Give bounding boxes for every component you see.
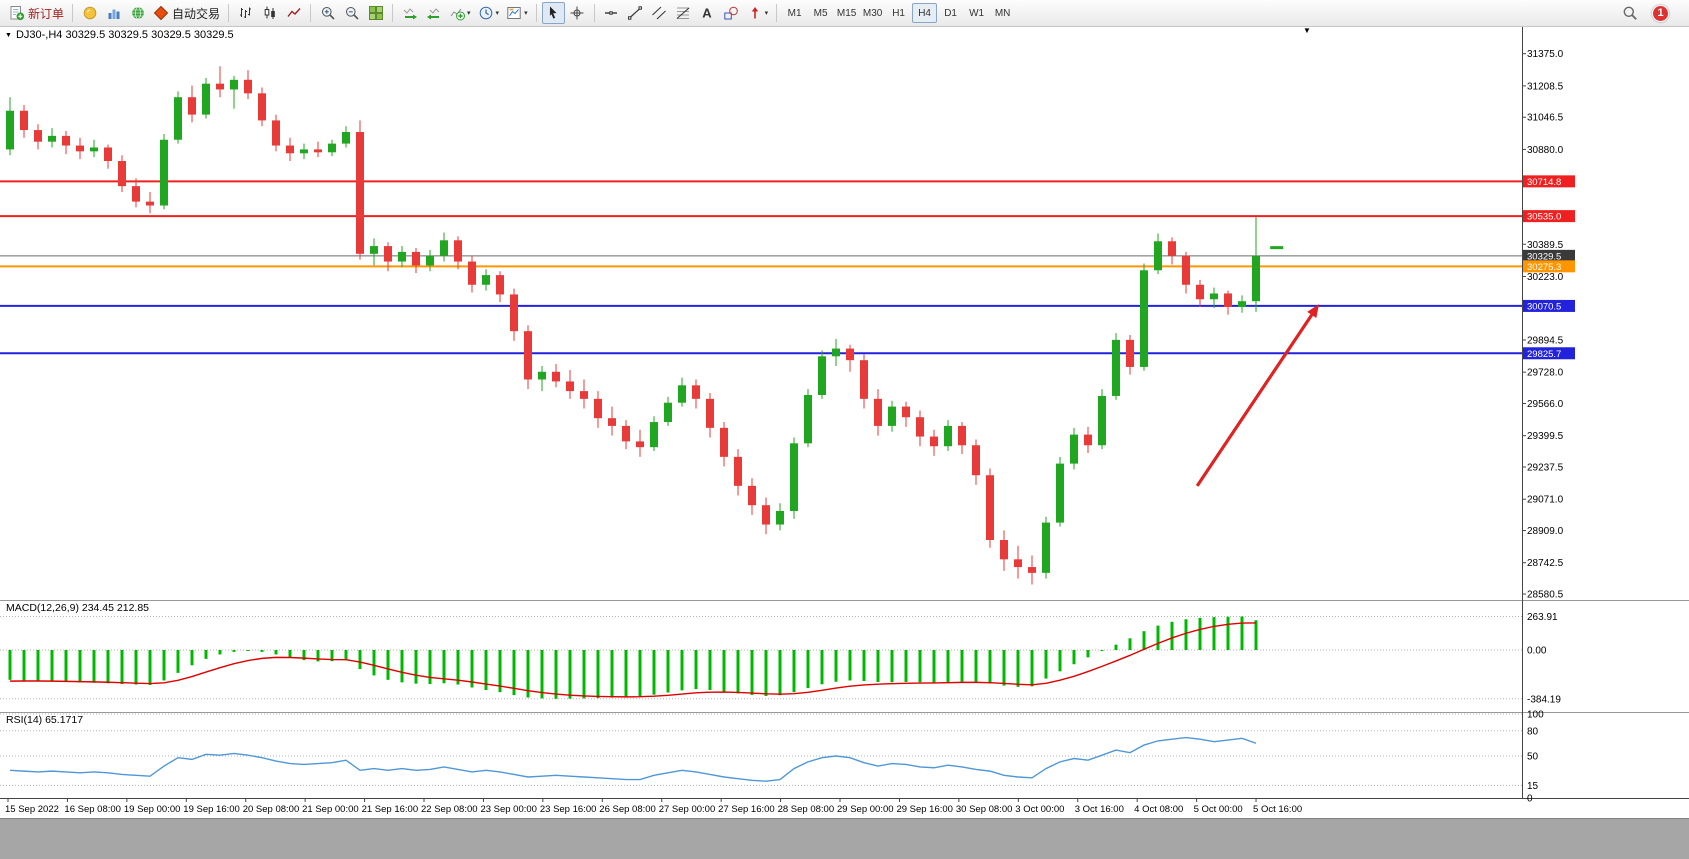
auto-trading-button[interactable]: 自动交易 xyxy=(150,2,223,24)
timeframe-m5-button[interactable]: M5 xyxy=(813,7,828,19)
new-order-label: 新订单 xyxy=(28,6,65,21)
line-chart-mode-button[interactable] xyxy=(282,2,305,24)
timeframe-h1-button[interactable]: H1 xyxy=(892,7,905,19)
chart-shift-button[interactable] xyxy=(422,2,445,24)
chart-dropdown-triangle-icon[interactable]: ▼ xyxy=(1303,26,1311,35)
rsi-indicator-label: RSI(14) 65.1717 xyxy=(6,714,84,726)
text-label-button[interactable]: A xyxy=(696,2,719,24)
macd-indicator-label: MACD(12,26,9) 234.45 212.85 xyxy=(6,602,150,614)
zoom-out-button[interactable] xyxy=(340,2,363,24)
crosshair-icon xyxy=(570,6,584,20)
new-order-icon xyxy=(10,6,25,21)
shapes-button[interactable] xyxy=(720,2,743,24)
toolbar-separator xyxy=(392,4,394,22)
profile-charts-button[interactable] xyxy=(102,2,125,24)
auto-scroll-icon xyxy=(403,8,417,20)
timeframe-m30-button[interactable]: M30 xyxy=(862,7,883,19)
toolbar: 新订单 自动交易 ▾ ▾ ▾ A ▾ M1 M5 M15 M30 H1 H4 D1 W1 MN 1 xyxy=(0,0,1689,27)
timeframe-d1-button[interactable]: D1 xyxy=(944,7,957,19)
toolbar-separator xyxy=(228,4,230,22)
collapse-triangle-icon[interactable]: ▼ xyxy=(5,31,12,39)
chart-window[interactable] xyxy=(0,27,1689,819)
charts-icon xyxy=(108,9,120,19)
community-button[interactable] xyxy=(126,2,149,24)
chevron-down-icon: ▾ xyxy=(764,10,769,17)
website-button[interactable] xyxy=(78,2,101,24)
equidistant-channel-button[interactable] xyxy=(648,2,671,24)
crosshair-button[interactable] xyxy=(566,2,589,24)
zoom-in-button[interactable] xyxy=(316,2,339,24)
tile-windows-icon xyxy=(368,6,383,20)
cursor-button[interactable] xyxy=(541,2,565,24)
channel-icon xyxy=(652,6,666,20)
bar-chart-mode-button[interactable] xyxy=(234,2,257,24)
tile-windows-button[interactable] xyxy=(364,2,387,24)
globe-icon xyxy=(131,6,144,20)
toolbar-separator xyxy=(72,4,74,22)
periods-button[interactable]: ▾ xyxy=(475,2,503,24)
zoom-in-icon xyxy=(321,7,335,20)
search-icon xyxy=(1623,6,1637,20)
bar-chart-icon xyxy=(239,7,251,18)
fibo-icon xyxy=(676,7,690,19)
timeframe-mn-button[interactable]: MN xyxy=(994,7,1011,19)
chevron-down-icon: ▾ xyxy=(495,10,500,17)
trendline-icon xyxy=(628,6,642,20)
cursor-icon xyxy=(549,6,557,19)
svg-text:A: A xyxy=(702,6,712,21)
line-chart-icon xyxy=(286,8,301,17)
shapes-icon xyxy=(724,6,738,20)
chevron-down-icon: ▾ xyxy=(524,10,528,17)
auto-scroll-button[interactable] xyxy=(398,2,421,24)
toolbar-separator xyxy=(535,4,537,22)
timeframe-w1-button[interactable]: W1 xyxy=(969,7,985,19)
auto-trading-icon xyxy=(153,5,169,21)
toolbar-separator xyxy=(310,4,312,22)
chevron-down-icon: ▾ xyxy=(467,10,471,17)
notification-badge[interactable]: 1 xyxy=(1652,4,1669,22)
toolbar-separator xyxy=(593,4,595,22)
chart-shift-icon xyxy=(426,8,439,20)
text-icon: A xyxy=(702,6,712,21)
candlestick-icon xyxy=(264,6,275,19)
timeframe-m15-button[interactable]: M15 xyxy=(836,7,857,19)
new-order-button[interactable]: 新订单 xyxy=(6,2,67,24)
window-background xyxy=(0,819,1689,859)
horizontal-line-button[interactable] xyxy=(600,2,623,24)
templates-button[interactable]: ▾ xyxy=(503,2,531,24)
symbol-ohlc-text: DJ30-,H4 30329.5 30329.5 30329.5 30329.5 xyxy=(15,29,234,41)
timeframe-m1-button[interactable]: M1 xyxy=(787,7,802,19)
search-button[interactable] xyxy=(1618,2,1641,24)
auto-trading-label: 自动交易 xyxy=(172,6,221,21)
arrows-icon xyxy=(751,7,758,19)
zoom-out-icon xyxy=(345,7,359,20)
toolbar-separator xyxy=(776,4,778,22)
arrow-objects-button[interactable]: ▾ xyxy=(744,2,772,24)
indicators-icon xyxy=(450,8,466,21)
fibonacci-retracement-button[interactable] xyxy=(672,2,695,24)
indicators-button[interactable]: ▾ xyxy=(446,2,474,24)
period-icon xyxy=(479,6,492,20)
lightbulb-icon xyxy=(83,6,96,20)
hline-icon xyxy=(605,11,618,15)
timeframe-h4-button[interactable]: H4 xyxy=(912,3,938,23)
trendline-button[interactable] xyxy=(624,2,647,24)
template-icon xyxy=(507,7,521,19)
chart-symbol-header: ▼ DJ30-,H4 30329.5 30329.5 30329.5 30329… xyxy=(5,29,234,41)
candlestick-mode-button[interactable] xyxy=(258,2,281,24)
